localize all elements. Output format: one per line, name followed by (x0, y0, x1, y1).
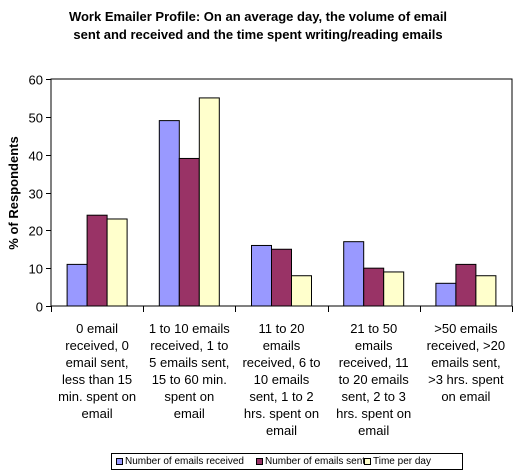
x-category-label-line: email sent, (65, 355, 129, 370)
bar-number-of-emails-sent (271, 248, 292, 307)
x-category-label: >50 emails received, >20 emails sent, >3 hr… (420, 320, 512, 405)
bars-layer (66, 97, 497, 307)
legend: Number of emails received Number of email… (111, 453, 463, 470)
x-category-label-line: to 20 emails (338, 372, 409, 387)
bar-time-per-day (291, 275, 312, 307)
x-category-label-line: 15 to 60 min. (151, 372, 227, 387)
bar-time-per-day (475, 275, 497, 307)
x-category-label-line: received, 6 to (242, 355, 321, 370)
y-tick-label: 40 (29, 149, 43, 164)
x-category-label-line: sent, 2 to 3 (341, 389, 406, 404)
x-category-label-line: received, 1 to (150, 338, 229, 353)
bar-number-of-emails-received (343, 241, 365, 307)
x-category-label-line: 1 to 10 emails (148, 321, 230, 336)
x-category-label-line: 21 to 50 (350, 321, 398, 336)
bar-number-of-emails-sent (363, 267, 385, 307)
bar-number-of-emails-sent (455, 263, 477, 307)
bar-time-per-day (106, 218, 128, 307)
legend-label: Time per day (373, 456, 431, 467)
y-tick-label: 20 (29, 224, 43, 239)
x-category-label-line: email (358, 423, 390, 438)
x-category-label: 11 to 20 emails received, 6 to 10 emails sen… (235, 320, 327, 439)
legend-item: Number of emails received (116, 456, 244, 468)
x-category-label: 21 to 50 emails received, 11 to 20 emails se… (328, 320, 420, 439)
x-category-label: 1 to 10 emails received, 1 to 5 emails sen… (143, 320, 235, 422)
x-category-label-line: emails sent, (431, 355, 501, 370)
legend-label: Number of emails sent (265, 456, 366, 467)
y-tick-label: 60 (29, 73, 43, 88)
legend-item: Time per day (364, 456, 431, 468)
x-category-label-line: emails (354, 338, 393, 353)
x-category-label: 0 email received, 0 email sent, less than 1… (51, 320, 143, 422)
x-category-label-line: less than 15 (62, 372, 133, 387)
legend-swatch (116, 457, 123, 465)
bar-time-per-day (383, 271, 405, 307)
x-category-label-line: on email (441, 389, 491, 404)
x-category-label-line: received, 0 (65, 338, 129, 353)
x-category-label-line: 5 emails sent, (149, 355, 230, 370)
bar-time-per-day (198, 97, 220, 307)
y-tick-label: 30 (29, 187, 43, 202)
y-axis-label: % of Respondents (6, 136, 21, 249)
x-category-label-line: sent, 1 to 2 (249, 389, 314, 404)
x-category-label-line: received, 11 (338, 355, 409, 370)
bar-number-of-emails-sent (178, 157, 200, 307)
legend-swatch (364, 457, 371, 465)
x-category-label-line: email (265, 423, 298, 438)
x-category-label-line: 11 to 20 (258, 321, 305, 336)
bar-number-of-emails-received (251, 244, 272, 307)
x-category-label-line: min. spent on (58, 389, 137, 404)
bar-number-of-emails-received (158, 120, 180, 307)
chart-title-line-1: Work Emailer Profile: On an average day,… (68, 9, 448, 24)
x-category-label-line: hrs. spent on (336, 406, 412, 421)
x-category-label-line: email (81, 406, 113, 421)
x-category-label-line: 10 emails (253, 372, 310, 387)
chart-title-line-2: sent and received and the time spent wri… (73, 27, 443, 42)
bar-number-of-emails-sent (86, 214, 108, 307)
x-category-label-line: spent on (164, 389, 215, 404)
x-category-label-line: emails (262, 338, 301, 353)
x-category-label-line: hrs. spent on (243, 406, 320, 421)
y-tick-label: 50 (29, 111, 43, 126)
y-tick-label: 0 (36, 300, 43, 315)
x-category-label-line: email (173, 406, 205, 421)
x-category-label-line: >3 hrs. spent (428, 372, 504, 387)
bar-number-of-emails-received (66, 263, 88, 307)
legend-label: Number of emails received (125, 456, 244, 467)
x-category-label-line: received, >20 (426, 338, 506, 353)
bar-number-of-emails-received (435, 282, 457, 307)
y-tick-label: 10 (29, 262, 43, 277)
legend-item: Number of emails sent (256, 456, 365, 468)
x-category-label-line: >50 emails (434, 321, 498, 336)
x-category-label-line: 0 email (76, 321, 119, 336)
legend-swatch (256, 457, 263, 465)
